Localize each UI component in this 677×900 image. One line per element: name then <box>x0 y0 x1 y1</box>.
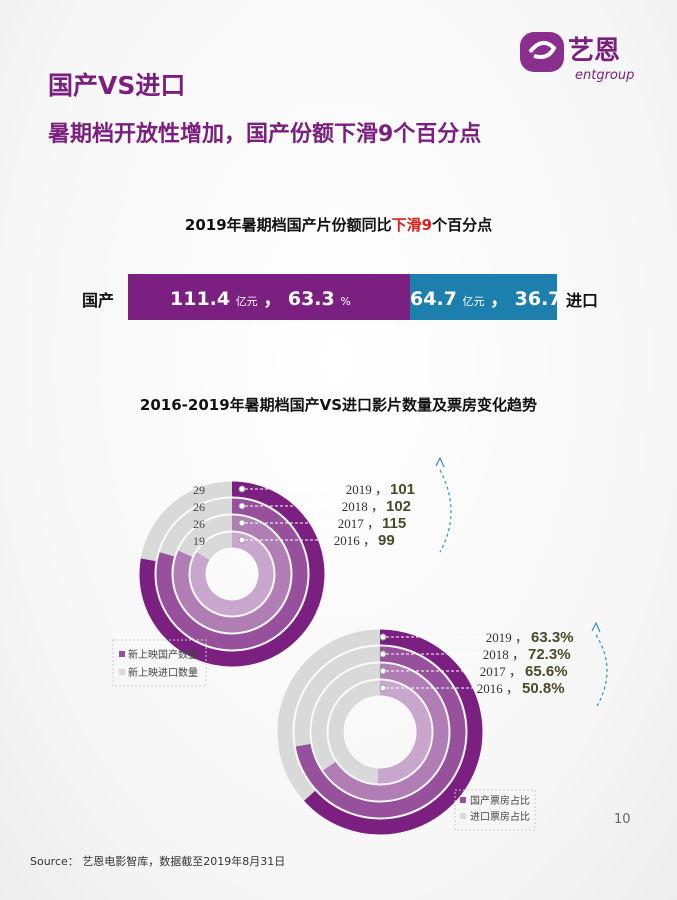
domestic-share-ring-2017 <box>323 663 449 801</box>
count-marker-dot-2016 <box>238 536 246 544</box>
domestic-share-legend-label: 国产票房占比 <box>470 794 530 807</box>
share-value-label-2017: 65.6% <box>525 663 568 680</box>
domestic-count-label-2018: 102 <box>386 498 411 515</box>
domestic-bar-label: 111.4 亿元 ， 63.3 % <box>170 284 351 311</box>
share-trend-arrow <box>595 634 608 709</box>
share-value-label-2016: 50.8% <box>522 680 565 697</box>
count-legend-box <box>112 639 207 687</box>
page-number: 10 <box>614 812 631 827</box>
import-count-label-2017: 26 <box>193 517 205 531</box>
import-share-legend-swatch <box>460 813 466 819</box>
domestic-count-label-2017: 115 <box>382 515 406 532</box>
domestic-pct-sign: % <box>340 295 351 308</box>
import-count-legend-swatch <box>119 669 125 675</box>
import-unit: 亿元 <box>462 295 485 308</box>
domestic-count-legend-label: 新上映国产数量 <box>128 648 198 661</box>
logo-text: 艺恩 <box>568 36 621 66</box>
share-marker-dot-2018 <box>379 650 387 658</box>
share-trend-arrowhead <box>591 621 601 633</box>
import-count-ring-2016 <box>196 532 233 561</box>
share-title-highlight: 下滑9 <box>391 216 433 234</box>
trend-chart-title: 2016-2019年暑期档国产VS进口影片数量及票房变化趋势 <box>139 396 538 414</box>
count-year-label-2018: 2018 ， <box>342 499 384 514</box>
share-year-label-2016: 2016 ， <box>477 681 519 696</box>
import-count-ring-2019 <box>140 481 233 562</box>
import-pct-sign: % <box>567 295 578 308</box>
share-title-after: 个百分点 <box>432 216 493 234</box>
domestic-share-legend-swatch <box>460 797 466 803</box>
count-year-label-2017: 2017 ， <box>338 516 380 531</box>
share-title-before: 2019年暑期档国产片份额同比 <box>184 216 392 234</box>
import-count-legend-label: 新上映进口数量 <box>128 666 198 679</box>
domestic-label: 国产 <box>82 291 115 310</box>
count-trend-arrow <box>439 469 452 553</box>
share-marker-dot-2017 <box>379 667 387 675</box>
import-bar-label: 64.7 亿元 ， 36.7 % <box>410 284 578 311</box>
import-share-ring-2016 <box>328 680 381 784</box>
import-share-ring-2017 <box>311 663 381 771</box>
count-marker-dot-2018 <box>238 502 246 510</box>
domestic-count-legend-swatch <box>119 651 125 657</box>
share-value-label-2018: 72.3% <box>528 646 571 663</box>
domestic-box-office: 111.4 <box>170 288 231 310</box>
import-box-office: 64.7 <box>410 288 457 310</box>
share-value-label-2019: 63.3% <box>531 629 574 646</box>
import-count-label-2016: 19 <box>193 534 205 548</box>
share-marker-dot-2016 <box>379 684 387 692</box>
domestic-unit: 亿元 <box>235 295 258 308</box>
domestic-pct: 63.3 <box>287 288 335 310</box>
import-count-label-2018: 26 <box>193 500 205 514</box>
domestic-count-label-2019: 101 <box>390 481 415 498</box>
domestic-sep: ， <box>263 288 283 310</box>
domestic-share-ring-2019 <box>303 629 483 835</box>
domestic-share-bar: 111.4 亿元 ， 63.3 % <box>128 274 410 320</box>
domestic-share-ring-2016 <box>377 680 432 784</box>
page-title: 国产VS进口 <box>48 71 186 100</box>
domestic-count-ring-2018 <box>156 498 308 650</box>
import-share-ring-2019 <box>277 629 381 801</box>
import-pct: 36.7 <box>514 288 562 310</box>
domestic-count-ring-2019 <box>139 481 325 667</box>
logo-subtext: entgroup <box>575 68 635 83</box>
share-marker-dot-2019 <box>379 633 387 641</box>
count-year-label-2019: 2019 ， <box>346 482 388 497</box>
import-count-ring-2018 <box>159 498 233 557</box>
domestic-share-ring-2018 <box>295 646 466 818</box>
import-label: 进口 <box>566 291 599 310</box>
import-sep: ， <box>490 288 510 310</box>
count-marker-dot-2019 <box>238 485 246 493</box>
count-marker-dot-2017 <box>238 519 246 527</box>
import-share-legend-label: 进口票房占比 <box>470 810 530 823</box>
share-year-label-2019: 2019 ， <box>486 630 528 645</box>
count-trend-arrowhead <box>435 456 445 468</box>
source-note: Source： 艺恩电影智库，数据截至2019年8月31日 <box>30 855 286 868</box>
share-year-label-2017: 2017 ， <box>480 664 522 679</box>
domestic-count-ring-2016 <box>190 532 274 616</box>
page-subtitle: 暑期档开放性增加，国产份额下滑9个百分点 <box>48 122 482 147</box>
share-year-label-2018: 2018 ， <box>483 647 525 662</box>
domestic-count-label-2016: 99 <box>378 532 395 549</box>
import-share-ring-2018 <box>294 646 381 747</box>
import-count-ring-2017 <box>178 515 233 557</box>
import-share-bar: 64.7 亿元 ， 36.7 % <box>410 274 578 320</box>
share-legend-box <box>454 789 536 831</box>
import-count-label-2019: 29 <box>193 483 205 497</box>
entgroup-logo <box>520 32 564 72</box>
domestic-count-ring-2017 <box>173 515 291 633</box>
count-year-label-2016: 2016 ， <box>334 533 376 548</box>
share-chart-title: 2019年暑期档国产片份额同比下滑9个百分点 <box>0 214 677 235</box>
